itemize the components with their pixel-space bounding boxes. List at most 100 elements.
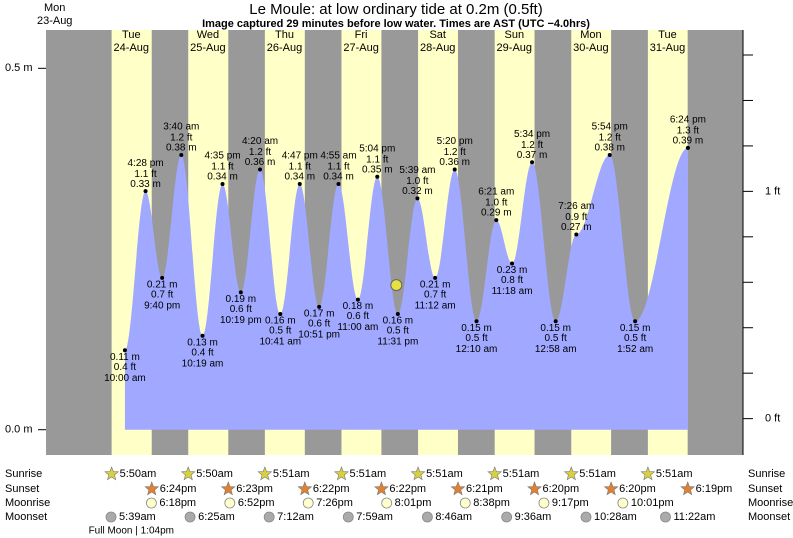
tide-label: 1.0 ft (485, 198, 507, 209)
tide-label: 4:55 am (320, 151, 356, 162)
tide-label: 1.1 ft (327, 162, 349, 173)
tide-label: 0.15 m (540, 323, 571, 334)
tide-point (574, 232, 579, 237)
tide-label: 0.39 m (673, 135, 704, 146)
tide-label: 1.2 ft (170, 133, 192, 144)
weekday-label: Tue (122, 29, 141, 41)
tide-label: 5:04 pm (359, 143, 395, 154)
moonset-time: 7:59am (356, 511, 393, 523)
sunset-icon (144, 481, 160, 496)
tide-label: 0.37 m (517, 150, 548, 161)
tide-label: 1.0 ft (406, 176, 428, 187)
tide-label: 0.7 ft (424, 290, 446, 301)
weekday-label: Fri (355, 29, 368, 41)
tide-point (510, 261, 515, 266)
moonrise-icon (381, 497, 393, 509)
tide-label: 0.23 m (497, 265, 528, 276)
tide-point (685, 145, 690, 150)
tide-point (452, 167, 457, 172)
tide-label: 0.5 ft (387, 326, 409, 337)
tide-point (530, 160, 535, 165)
moonrise-time: 6:18pm (159, 497, 196, 509)
tide-label: 0.38 m (594, 143, 625, 154)
moonset-icon (342, 511, 354, 523)
tide-label: 1:52 am (617, 344, 653, 355)
moonset-time: 7:12am (277, 511, 314, 523)
tide-label: 1.2 ft (599, 133, 621, 144)
tide-point (553, 319, 558, 324)
tide-label: 0.29 m (481, 208, 512, 219)
tide-label: 9:40 pm (144, 301, 180, 312)
weekday-label: Sat (429, 29, 446, 41)
sunrise-icon (487, 466, 503, 481)
tide-point (179, 153, 184, 158)
chart-subtitle: Image captured 29 minutes before low wat… (202, 18, 590, 30)
tide-label: 0.5 ft (545, 333, 567, 344)
date-label: 23-Aug (37, 15, 72, 27)
tide-label: 0.33 m (130, 179, 161, 190)
tide-label: 0.15 m (620, 323, 651, 334)
sunrise-time: 5:51am (349, 468, 386, 480)
tide-point (433, 275, 438, 280)
weekday-label: Mon (580, 29, 601, 41)
moonrise-time: 9:17pm (552, 497, 589, 509)
moonrise-icon (302, 497, 314, 509)
moonrise-time: 8:01pm (395, 497, 432, 509)
tide-label: 0.19 m (226, 294, 257, 305)
sunset-icon (680, 481, 696, 496)
tide-label: 0.4 ft (191, 347, 213, 358)
moonrise-icon (224, 497, 236, 509)
tide-label: 11:00 am (337, 322, 378, 333)
tide-label: 7:26 am (558, 201, 594, 212)
moonset-icon (263, 511, 275, 523)
sunset-icon (527, 481, 543, 496)
sunrise-icon (180, 466, 196, 481)
sunset-icon (450, 481, 466, 496)
moonset-time: 10:28am (594, 511, 637, 523)
tide-label: 0.38 m (166, 143, 197, 154)
moonrise-icon (538, 497, 550, 509)
tide-label: 0.5 ft (269, 326, 291, 337)
tide-label: 1.2 ft (249, 147, 271, 158)
weekday-label: Tue (658, 29, 677, 41)
y2-tick-label: 0 ft (765, 413, 780, 425)
tide-label: 0.11 m (110, 352, 140, 363)
tide-label: 0.8 ft (501, 275, 523, 286)
moonrise-time: 6:52pm (238, 497, 275, 509)
tide-point (220, 181, 225, 186)
tide-point (160, 275, 165, 280)
tide-label: 0.15 m (461, 323, 492, 334)
sunrise-icon (257, 466, 273, 481)
tide-label: 10:19 pm (220, 315, 262, 326)
tide-point (375, 174, 380, 179)
sunrise-time: 5:50am (120, 468, 157, 480)
tide-label: 0.27 m (561, 222, 592, 233)
tide-label: 0.21 m (147, 280, 178, 291)
sunrise-time: 5:51am (503, 468, 540, 480)
tide-label: 0.34 m (323, 172, 354, 183)
tide-label: 6:24 pm (670, 114, 706, 125)
sunset-time: 6:23pm (236, 483, 273, 495)
moonset-icon (501, 511, 513, 523)
tide-point (395, 312, 400, 317)
weekday-label: Mon (44, 2, 65, 14)
tide-label: 1.2 ft (444, 147, 466, 158)
sunset-time: 6:22pm (389, 483, 426, 495)
moonrise-time: 7:26pm (316, 497, 353, 509)
moon-phase: Full Moon | 1:04pm (89, 526, 174, 537)
moonset-time: 8:46am (435, 511, 472, 523)
moonset-icon (421, 511, 433, 523)
tide-label: 1.1 ft (289, 162, 311, 173)
tide-label: 12:10 am (456, 344, 498, 355)
tide-label: 10:00 am (104, 373, 146, 384)
date-label: 29-Aug (497, 42, 532, 54)
y2-tick-label: 1 ft (765, 185, 780, 197)
sunrise-icon (563, 466, 579, 481)
tide-label: 10:19 am (182, 358, 224, 369)
date-label: 25-Aug (190, 42, 225, 54)
tide-label: 5:34 pm (514, 129, 550, 140)
row-label: Moonrise (5, 497, 50, 509)
tide-point (336, 181, 341, 186)
chart-title: Le Moule: at low ordinary tide at 0.2m (… (249, 1, 542, 18)
